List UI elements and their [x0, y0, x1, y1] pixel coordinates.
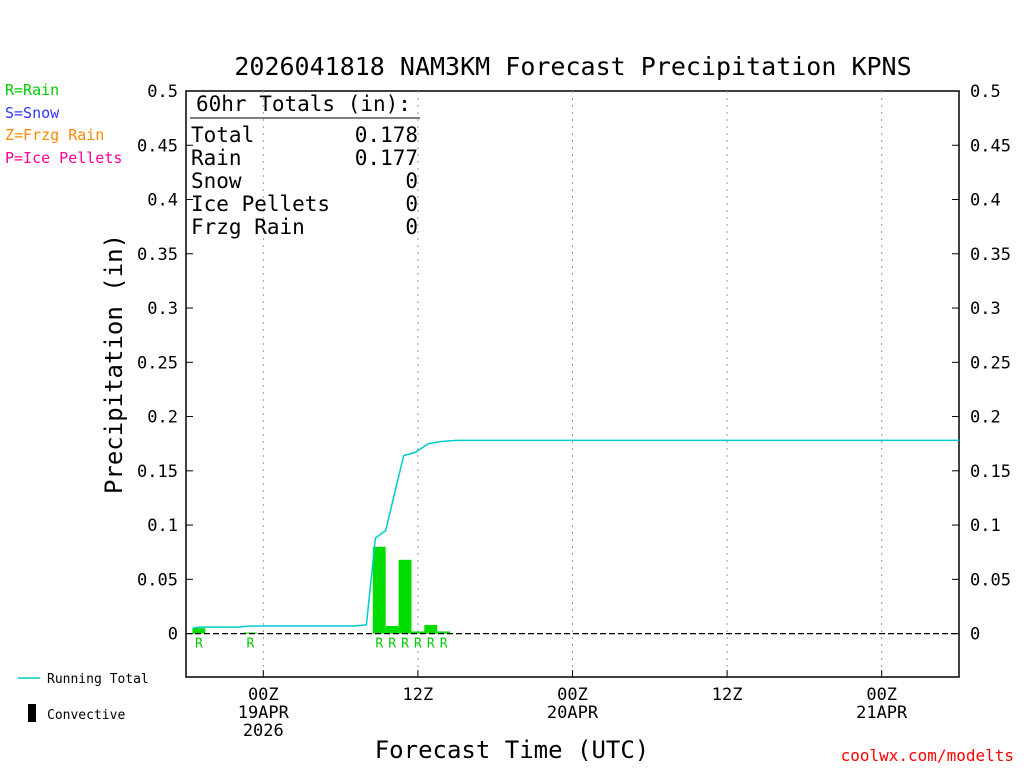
running-total-legend-label: Running Total	[47, 672, 149, 687]
ptype-label: R	[247, 637, 255, 652]
y-tick-label-left: 0.15	[137, 462, 178, 482]
ptype-key-rain: R=Rain	[5, 81, 59, 99]
y-tick-label-left: 0.35	[137, 245, 178, 265]
y-tick-label-left: 0.2	[147, 408, 178, 428]
precip-bar	[372, 546, 386, 634]
x-tick-label: 12Z	[712, 685, 743, 705]
convective-swatch	[28, 704, 36, 722]
totals-label-total: Total	[191, 123, 254, 147]
totals-label-frzg-rain: Frzg Rain	[191, 215, 305, 239]
ptype-key-snow: S=Snow	[5, 104, 60, 122]
ptype-label: R	[388, 637, 396, 652]
y-tick-label-left: 0.45	[137, 136, 178, 156]
ptype-label: R	[401, 637, 409, 652]
totals-value-total: 0.178	[355, 123, 418, 147]
totals-header: 60hr Totals (in):	[196, 92, 411, 116]
x-tick-label: 00Z	[557, 685, 588, 705]
x-tick-label: 00Z	[248, 685, 279, 705]
y-tick-label-right: 0.4	[970, 191, 1001, 211]
credit-text: coolwx.com/modelts	[841, 746, 1014, 765]
x-axis-label: Forecast Time (UTC)	[375, 736, 650, 764]
y-tick-label-right: 0.25	[970, 353, 1011, 373]
y-tick-label-right: 0.35	[970, 245, 1011, 265]
totals-label-snow: Snow	[191, 169, 242, 193]
y-tick-label-right: 0.15	[970, 462, 1011, 482]
ptype-key: R=Rain S=Snow Z=Frzg Rain P=Ice Pellets	[5, 81, 122, 167]
x-gridlines	[262, 91, 883, 677]
ptype-key-ice-pellets: P=Ice Pellets	[5, 149, 122, 167]
precip-bar	[398, 559, 412, 634]
ptype-label: R	[375, 637, 383, 652]
line-legend: Running Total Convective	[18, 672, 149, 723]
y-axis-label: Precipitation (in)	[100, 234, 128, 494]
y-tick-label-left: 0.1	[147, 516, 178, 536]
y-tick-label-left: 0	[168, 625, 178, 645]
x-tick-label: 2026	[243, 721, 284, 741]
totals-label-ice-pellets: Ice Pellets	[191, 192, 330, 216]
y-tick-label-left: 0.05	[137, 570, 178, 590]
chart-title: 2026041818 NAM3KM Forecast Precipitation…	[234, 52, 911, 81]
totals-value-ice-pellets: 0	[405, 192, 418, 216]
running-total-line	[192, 439, 959, 629]
precip-bar	[192, 628, 206, 634]
x-tick-label: 12Z	[403, 685, 434, 705]
totals-box: 60hr Totals (in): Total 0.178 Rain 0.177…	[190, 92, 420, 239]
y-tick-label-right: 0	[970, 625, 980, 645]
x-tick-label: 19APR	[238, 703, 290, 723]
y-tick-label-left: 0.3	[147, 299, 178, 319]
y-axis-ticks: 0 00.05 0.050.1 0.10.15 0.150.2 0.20.25 0.250.…	[137, 82, 1011, 645]
totals-value-frzg-rain: 0	[405, 215, 418, 239]
y-tick-label-right: 0.3	[970, 299, 1001, 319]
precip-bar	[424, 624, 438, 634]
precip-bar	[385, 625, 399, 634]
y-tick-label-right: 0.5	[970, 82, 1001, 102]
precip-bar	[411, 631, 425, 634]
ptype-key-frzg-rain: Z=Frzg Rain	[5, 126, 104, 144]
x-tick-label: 21APR	[856, 703, 908, 723]
convective-legend-label: Convective	[47, 708, 125, 723]
y-tick-label-right: 0.2	[970, 408, 1001, 428]
y-tick-label-right: 0.05	[970, 570, 1011, 590]
precip-bars	[192, 546, 451, 634]
precip-bar	[437, 631, 451, 634]
x-tick-label: 00Z	[866, 685, 897, 705]
y-tick-label-left: 0.25	[137, 353, 178, 373]
y-tick-label-right: 0.45	[970, 136, 1011, 156]
ptype-label: R	[427, 637, 435, 652]
totals-value-snow: 0	[405, 169, 418, 193]
ptype-label: R	[195, 637, 203, 652]
x-tick-label: 20APR	[547, 703, 599, 723]
totals-value-rain: 0.177	[355, 146, 418, 170]
y-tick-label-right: 0.1	[970, 516, 1001, 536]
y-tick-label-left: 0.4	[147, 191, 178, 211]
y-tick-label-left: 0.5	[147, 82, 178, 102]
totals-label-rain: Rain	[191, 146, 242, 170]
ptype-label: R	[414, 637, 422, 652]
ptype-label: R	[440, 637, 448, 652]
